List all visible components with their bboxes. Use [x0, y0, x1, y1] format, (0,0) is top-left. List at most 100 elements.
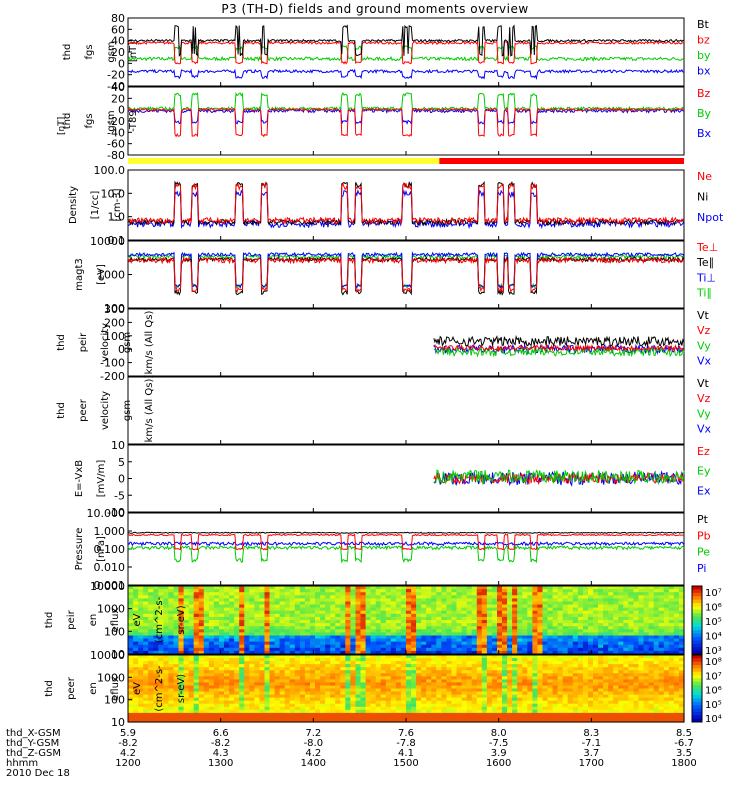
spectrogram-cell	[274, 604, 281, 609]
spectrogram-cell	[259, 658, 266, 662]
spectrogram-cell	[618, 664, 624, 668]
spectrogram-cell	[138, 661, 144, 665]
spectrogram-cell	[653, 629, 660, 633]
spectrogram-cell	[547, 613, 554, 618]
spectrogram-cell	[168, 667, 175, 671]
spectrogram-cell	[491, 719, 498, 723]
spectrogram-cell	[198, 629, 205, 633]
spectrogram-cell	[613, 644, 619, 649]
spectrogram-cell	[547, 655, 554, 659]
spectrogram-cell	[552, 616, 559, 621]
spectrogram-cell	[325, 688, 331, 693]
spectrogram-cell	[143, 623, 149, 627]
spectrogram-cell	[193, 595, 200, 599]
spectrogram-cell	[304, 598, 311, 603]
spectrogram-cell	[239, 650, 245, 655]
spectrogram-cell	[264, 673, 271, 677]
spectrogram-cell	[244, 613, 250, 618]
spectrogram-cell	[552, 697, 559, 702]
spectrogram-cell	[269, 658, 276, 662]
spectrogram-cell	[537, 664, 544, 668]
spectrogram-cell	[603, 650, 609, 655]
spectrogram-cell	[572, 664, 579, 668]
spectrogram-cell	[350, 691, 357, 696]
spectrogram-cell	[663, 632, 670, 637]
spectrogram-cell	[274, 706, 281, 711]
spectrogram-cell	[224, 592, 230, 596]
spectrogram-cell	[299, 658, 306, 662]
spectrogram-cell	[446, 623, 453, 627]
spectrogram-cell	[507, 647, 513, 652]
spectrogram-cell	[557, 664, 564, 668]
spectrogram-cell	[375, 685, 382, 690]
spectrogram-cell	[643, 673, 650, 677]
spectrogram-cell	[431, 682, 437, 686]
spectrogram-cell	[208, 712, 215, 717]
spectrogram-cell	[385, 679, 392, 683]
spectrogram-cell	[279, 700, 286, 705]
y-axis-label-line: fgs	[84, 113, 95, 128]
mode-bar-slow	[128, 158, 440, 164]
spectrogram-cell	[537, 620, 544, 624]
spectrogram-cell	[274, 613, 281, 618]
spectrogram-cell	[259, 706, 266, 711]
spectrogram-cell	[375, 595, 382, 599]
spectrogram-cell	[552, 715, 559, 720]
spectrogram-cell	[234, 661, 240, 665]
spectrogram-cell	[310, 644, 316, 649]
spectrogram-cell	[502, 589, 508, 593]
spectrogram-cell	[138, 715, 144, 720]
spectrogram-cell	[350, 682, 357, 686]
spectrogram-cell	[588, 655, 594, 659]
spectrogram-cell	[224, 694, 230, 699]
spectrogram-cell	[178, 641, 185, 646]
spectrogram-cell	[471, 647, 478, 652]
spectrogram-cell	[426, 709, 432, 714]
spectrogram	[128, 586, 685, 655]
spectrogram-cell	[658, 598, 665, 603]
spectrogram-cell	[421, 655, 427, 659]
spectrogram-cell	[203, 691, 210, 696]
spectrogram-cell	[461, 626, 468, 630]
spectrogram-cell	[648, 589, 655, 593]
spectrogram-cell	[532, 604, 539, 609]
spectrogram-cell	[239, 632, 245, 637]
spectrogram-cell	[406, 601, 412, 606]
spectrogram-cell	[582, 712, 589, 717]
spectrogram-cell	[239, 638, 245, 643]
spectrogram-cell	[325, 703, 331, 708]
spectrogram-cell	[133, 589, 139, 593]
spectrogram-cell	[446, 638, 453, 643]
spectrogram-cell	[527, 673, 533, 677]
spectrogram-cell	[239, 667, 245, 671]
spectrogram-cell	[148, 709, 154, 714]
spectrogram-cell	[153, 719, 159, 723]
spectrogram-cell	[623, 682, 629, 686]
spectrogram-cell	[562, 607, 569, 612]
spectrogram-cell	[577, 703, 584, 708]
spectrogram-cell	[421, 697, 427, 702]
spectrogram-cell	[582, 691, 589, 696]
spectrogram-cell	[598, 613, 604, 618]
spectrogram-cell	[390, 679, 397, 683]
spectrogram-cell	[173, 688, 180, 693]
spectrogram-cell	[249, 635, 255, 640]
spectrogram-cell	[133, 664, 139, 668]
spectrogram-cell	[628, 673, 635, 677]
spectrogram-cell	[628, 682, 635, 686]
spectrogram-cell	[239, 604, 245, 609]
colorbar-cell	[692, 603, 702, 607]
spectrogram-cell	[330, 664, 336, 668]
spectrogram-cell	[299, 586, 306, 590]
spectrogram-cell	[406, 620, 412, 624]
spectrogram-cell	[633, 658, 640, 662]
spectrogram-cell	[274, 626, 281, 630]
spectrogram-cell	[133, 613, 139, 618]
spectrogram-cell	[219, 601, 225, 606]
spectrogram-cell	[259, 613, 266, 618]
spectrogram-cell	[380, 650, 387, 655]
spectrogram-cell	[668, 635, 675, 640]
spectrogram-cell	[522, 595, 528, 599]
spectrogram-cell	[603, 607, 609, 612]
spectrogram-cell	[476, 685, 483, 690]
